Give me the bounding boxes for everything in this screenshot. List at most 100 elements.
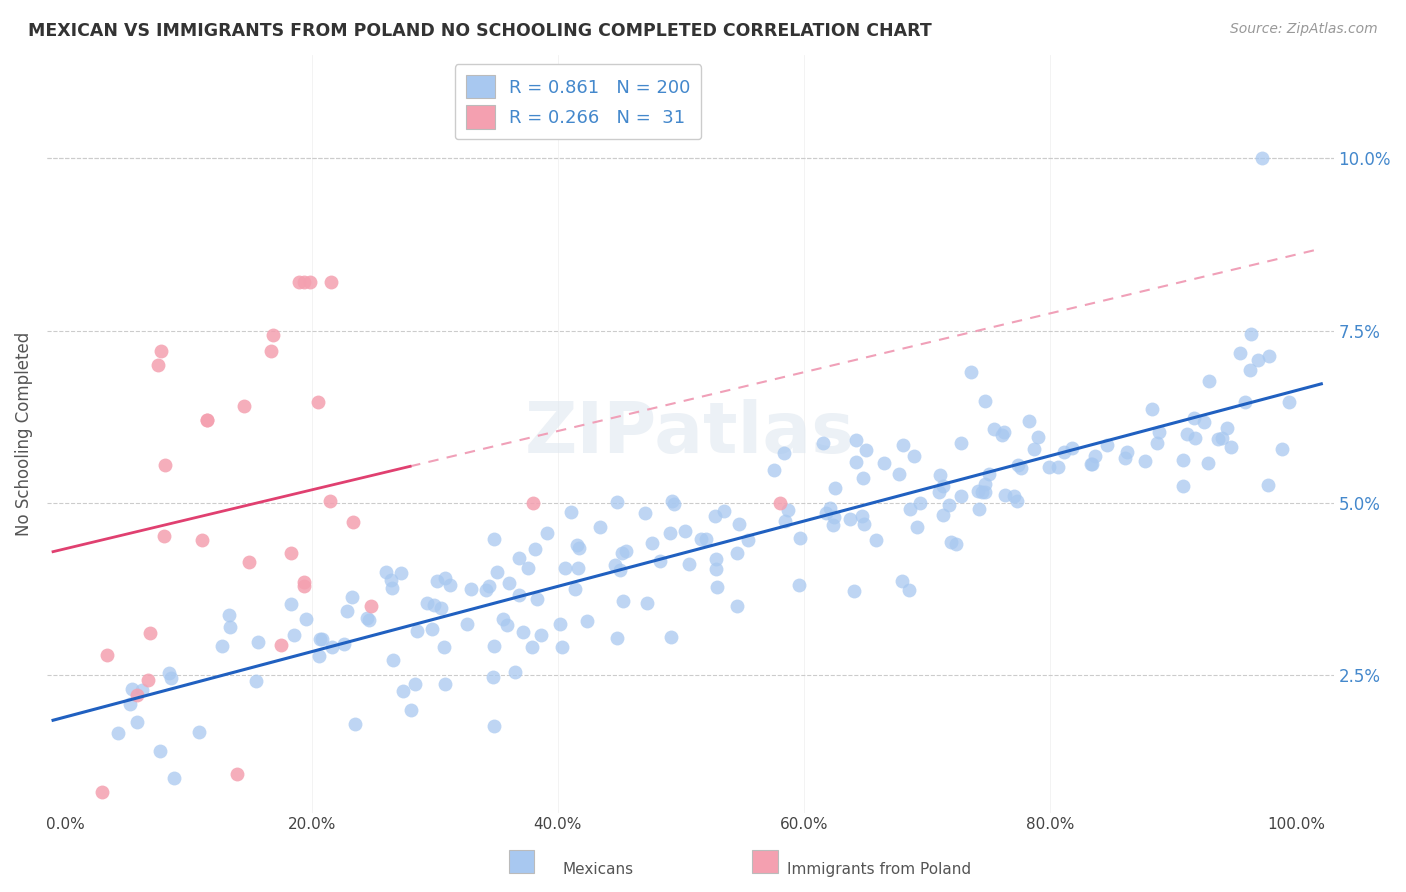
Point <box>474 583 496 598</box>
Point <box>1026 430 1049 444</box>
Point <box>852 516 875 531</box>
Point <box>405 624 427 639</box>
Point <box>974 477 997 491</box>
Point <box>530 627 553 641</box>
Point <box>433 677 456 691</box>
Point <box>1084 450 1107 464</box>
Legend: R = 0.861   N = 200, R = 0.266   N =  31: R = 0.861 N = 200, R = 0.266 N = 31 <box>454 64 702 139</box>
Point <box>163 771 186 785</box>
Point <box>908 496 931 510</box>
Point <box>482 670 505 684</box>
Point <box>381 653 404 667</box>
Point <box>389 566 412 580</box>
Point <box>505 665 527 680</box>
Bar <box>752 850 778 873</box>
Point <box>928 484 950 499</box>
Point <box>332 637 354 651</box>
Point <box>661 630 683 644</box>
Point <box>246 635 269 649</box>
Point <box>1002 489 1025 503</box>
Point <box>641 536 664 550</box>
Point <box>1053 445 1076 459</box>
Point <box>508 550 530 565</box>
Point <box>307 394 329 409</box>
Point <box>294 579 316 593</box>
Point <box>1062 441 1084 455</box>
Point <box>897 582 920 597</box>
Point <box>149 744 172 758</box>
Point <box>673 524 696 538</box>
Point <box>704 562 727 576</box>
Point <box>1258 349 1281 363</box>
Point <box>889 467 911 482</box>
Point <box>340 590 363 604</box>
Point <box>1257 477 1279 491</box>
Point <box>960 365 983 379</box>
Point <box>1173 479 1195 493</box>
Point <box>603 558 626 573</box>
Point <box>1182 410 1205 425</box>
Text: MEXICAN VS IMMIGRANTS FROM POLAND NO SCHOOLING COMPLETED CORRELATION CHART: MEXICAN VS IMMIGRANTS FROM POLAND NO SCH… <box>28 22 932 40</box>
Point <box>146 358 169 372</box>
Point <box>1206 432 1229 446</box>
Point <box>1198 374 1220 388</box>
Point <box>713 504 735 518</box>
Point <box>218 620 240 634</box>
Point <box>939 534 962 549</box>
Text: Source: ZipAtlas.com: Source: ZipAtlas.com <box>1230 22 1378 37</box>
Point <box>522 496 544 510</box>
Point <box>949 489 972 503</box>
Point <box>905 520 928 534</box>
Point <box>91 785 114 799</box>
Point <box>575 615 598 629</box>
Point <box>991 427 1014 442</box>
Point <box>1184 431 1206 445</box>
Point <box>342 515 364 529</box>
Text: Mexicans: Mexicans <box>562 863 634 877</box>
Point <box>1216 421 1239 435</box>
Point <box>1192 415 1215 429</box>
Point <box>287 276 309 290</box>
Point <box>1007 458 1029 472</box>
Point <box>1240 327 1263 342</box>
Point <box>811 436 834 450</box>
Point <box>1251 152 1274 166</box>
Point <box>420 623 443 637</box>
Point <box>612 546 634 560</box>
Point <box>890 574 912 588</box>
Point <box>993 425 1015 439</box>
Point <box>1219 441 1241 455</box>
Point <box>852 471 875 485</box>
Point <box>855 442 877 457</box>
Point <box>1038 459 1060 474</box>
Point <box>423 598 446 612</box>
Point <box>945 537 967 551</box>
Point <box>211 639 233 653</box>
Point <box>1010 460 1032 475</box>
Point <box>606 631 628 645</box>
Point <box>138 626 160 640</box>
Point <box>560 505 582 519</box>
Point <box>554 560 576 574</box>
Point <box>727 517 749 532</box>
Point <box>96 648 118 662</box>
Point <box>1271 442 1294 456</box>
Point <box>233 399 256 413</box>
Point <box>319 276 342 290</box>
Point <box>1175 426 1198 441</box>
Point <box>484 532 506 546</box>
Point <box>1247 352 1270 367</box>
Point <box>401 703 423 717</box>
Point <box>1233 394 1256 409</box>
Point <box>695 532 717 546</box>
Point <box>270 638 292 652</box>
Point <box>845 455 868 469</box>
Point <box>690 532 713 546</box>
Point <box>773 515 796 529</box>
Point <box>226 766 249 780</box>
Point <box>664 498 686 512</box>
Point <box>125 714 148 729</box>
Point <box>932 479 955 493</box>
Point <box>851 508 873 523</box>
Point <box>950 436 973 450</box>
